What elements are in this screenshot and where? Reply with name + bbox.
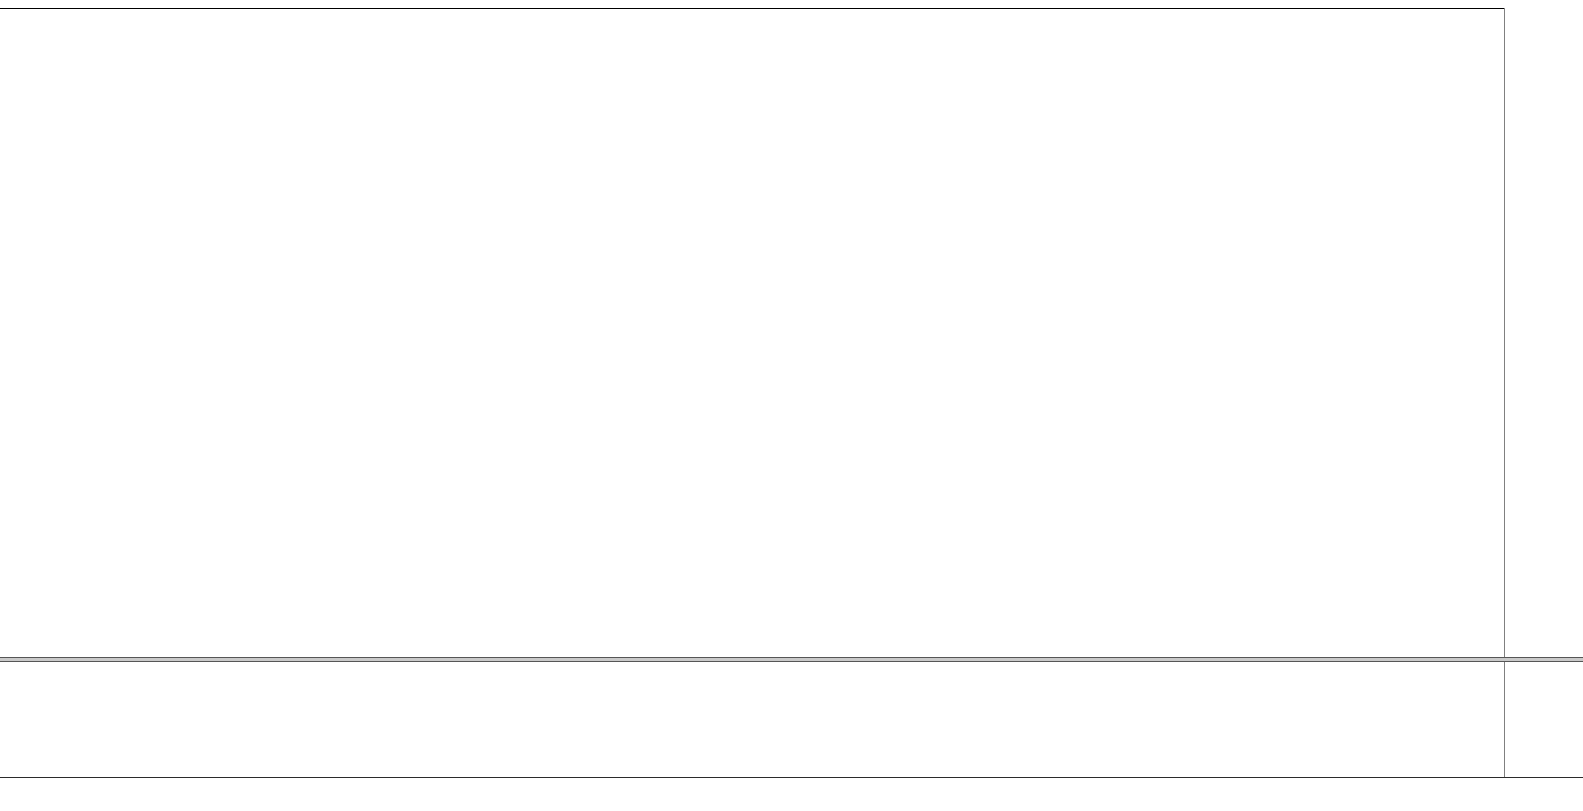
time-axis[interactable] <box>0 777 1583 811</box>
macd-indicator-label <box>7 666 25 678</box>
price-axis[interactable] <box>1505 8 1583 777</box>
window-splitter[interactable] <box>0 657 1583 662</box>
chart-title <box>8 12 40 24</box>
chart-top-border <box>0 8 1583 9</box>
axis-separator <box>1504 8 1505 777</box>
price-chart-canvas[interactable] <box>0 0 1504 657</box>
macd-chart-canvas[interactable] <box>0 662 1504 777</box>
